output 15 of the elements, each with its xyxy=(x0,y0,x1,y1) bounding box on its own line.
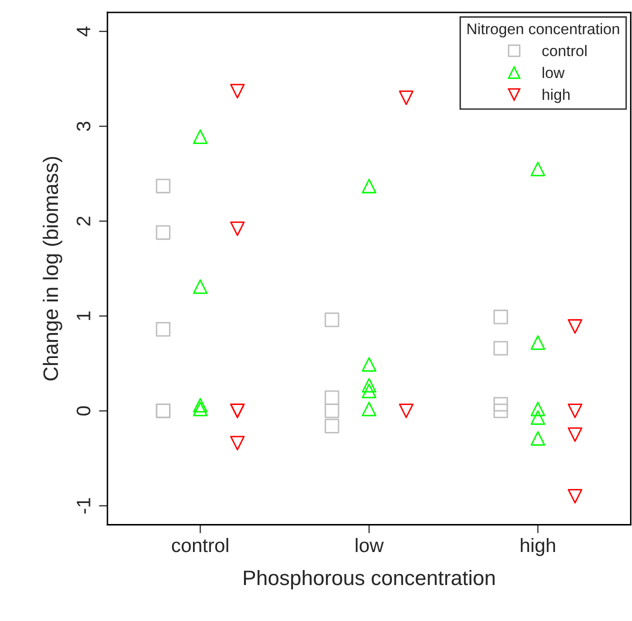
x-axis-title: Phosphorous concentration xyxy=(244,570,495,590)
x-tick-label: high xyxy=(520,538,556,556)
legend-label: low xyxy=(542,66,565,78)
x-tick-label: low xyxy=(356,538,384,552)
y-tick-label: 3 xyxy=(76,122,90,131)
y-tick-label: 2 xyxy=(76,216,90,226)
x-tick-label: control xyxy=(172,538,228,552)
y-tick-label: 1 xyxy=(76,312,90,320)
legend-label: control xyxy=(542,44,586,56)
legend-title: Nitrogen concentration xyxy=(468,23,620,38)
y-tick-label: 0 xyxy=(76,406,90,416)
y-tick-label: 4 xyxy=(76,26,90,36)
y-axis-title: Change in log (biomass) xyxy=(42,156,62,380)
legend-label: high xyxy=(542,88,570,103)
y-tick-label: -1 xyxy=(76,498,90,514)
